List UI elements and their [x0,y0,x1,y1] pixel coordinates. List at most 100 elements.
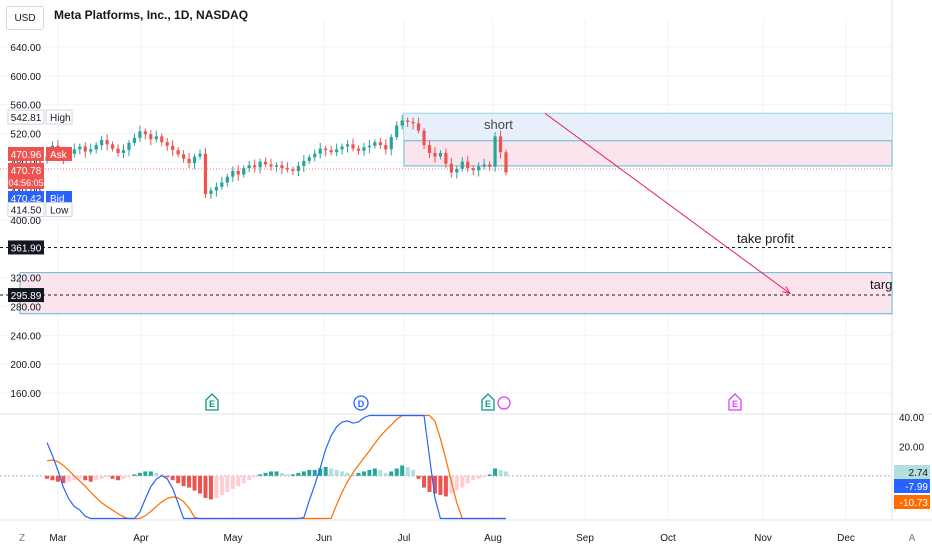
candle [373,139,377,149]
candle-body [253,165,257,168]
macd-histogram-bar [356,472,361,476]
price-tick-label: 280.00 [10,303,41,314]
candle [449,158,453,178]
macd-histogram-bar [438,475,443,495]
price-tag-box [7,109,45,125]
candle [416,117,421,134]
candle [307,154,311,164]
candle-body [203,153,208,195]
macd-histogram-bar [208,475,213,500]
candle-body [187,158,191,164]
macd-histogram-bar [493,468,498,476]
macd-histogram-bar [504,471,508,476]
macd-histogram-bar [498,469,503,476]
time-tick-label: May [224,533,243,544]
candle-body [231,170,235,177]
timezone-button-label: Z [19,533,25,544]
price-tag-box [8,163,44,189]
candle [329,145,333,156]
time-tick-label: Nov [754,533,772,544]
price-tick-label: 240.00 [10,331,41,342]
macd-histogram-bar [318,468,323,476]
candle [362,142,366,156]
macd-histogram-bar [148,471,153,476]
candle-body [121,150,126,153]
candle-body [176,150,180,155]
macd-histogram-bar [476,475,481,479]
trend-arrow-head [782,286,792,295]
candle-body [477,166,481,171]
price-tag-label-box [45,202,73,218]
candle-body [116,148,120,153]
candle [253,159,257,173]
candle [384,139,388,155]
macd-histogram-bar [88,475,93,482]
event-marker-label: D [358,399,365,409]
candle-body [335,149,339,153]
macd-histogram-bar [361,471,366,476]
macd-histogram-bar [340,471,345,476]
macd-histogram-bar [405,467,410,476]
macd-histogram-bar [105,475,110,478]
grid [0,0,932,521]
macd-histogram-bar [389,471,394,476]
macd-histogram-bar [312,469,317,476]
macd-histogram-bar [214,475,219,498]
macd-tick-label: 40.00 [899,413,924,424]
candle [132,133,137,146]
timezone-button[interactable]: Z [19,533,25,544]
candle [313,149,317,162]
macd-histogram-bar [94,475,99,481]
candle-body [182,154,186,159]
price-tag-value: 414.50 [11,206,42,217]
auto-scale-button[interactable]: A [909,533,916,544]
event-D: D [353,395,369,411]
macd-histogram-bar [72,475,77,481]
macd-histogram-bar [126,475,131,478]
candle-body [367,145,371,148]
macd-histogram-bar [99,475,104,479]
candle-body [329,150,333,153]
candle [302,155,306,173]
price-tag-value: 295.89 [11,291,42,302]
candle-body [291,169,295,171]
currency-button[interactable]: USD [6,6,44,30]
candle [214,182,218,197]
macd-histogram-bar [274,471,279,476]
candle-body [395,125,399,138]
candle [269,158,273,171]
macd-histogram-bar [77,475,82,479]
zone-short-risk [404,113,892,141]
candle [192,153,197,170]
macd-value-tag: 2.74 [894,465,930,479]
candle [209,187,213,200]
candle-body [143,131,147,135]
macd-histogram-bar [465,475,470,484]
macd-histogram-bar [372,468,377,476]
macd-histogram-bar [454,475,459,491]
candle [427,140,432,159]
candle-body [214,186,218,191]
macd-histogram-bar [296,472,301,476]
candle-body [400,120,404,126]
macd-histogram-bar [285,474,290,476]
time-tick-label: Oct [660,533,676,544]
candle [340,143,344,155]
macd-value-tag-text: -7.99 [905,482,928,493]
candle-body [110,144,115,149]
macd-histogram-bar [225,475,230,493]
candle-body [427,145,432,153]
candle [318,142,322,159]
macd-histogram-bar [487,474,492,476]
macd-value-tag-box [894,479,930,493]
candle-body [149,134,153,140]
macd-histogram-bar [460,475,465,488]
candle [400,114,404,130]
candle-body [498,136,503,153]
macd-histogram-bar [230,475,235,490]
macd-pane: 40.00 20.00 2.74 -7.99 -10.73 [0,413,930,520]
macd-histogram-bar [247,475,252,481]
macd-histogram-bar [154,472,159,476]
candle-body [263,161,268,165]
